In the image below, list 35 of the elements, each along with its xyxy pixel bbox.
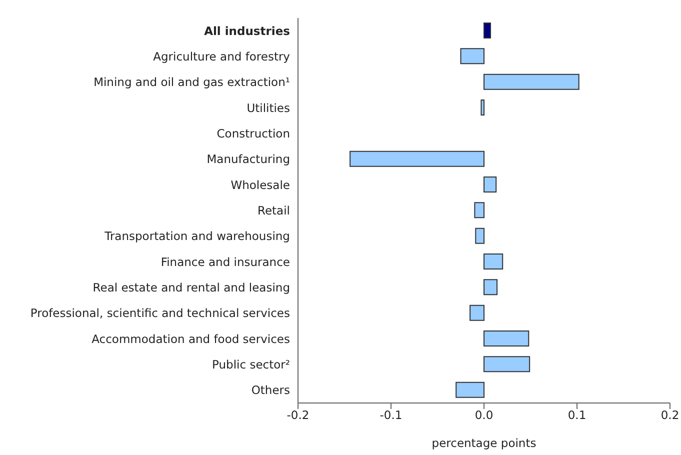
y-tick-label: Transportation and warehousing <box>104 229 290 244</box>
bar <box>480 100 484 116</box>
y-tick-label: Finance and insurance <box>160 254 290 269</box>
y-tick-label: Manufacturing <box>206 152 290 166</box>
y-tick-label: All industries <box>204 24 290 38</box>
y-tick-label: Real estate and rental and leasing <box>92 280 290 294</box>
y-tick-label: Professional, scientific and technical services <box>30 306 290 320</box>
x-tick-label: 0.2 <box>660 408 680 422</box>
bar <box>484 176 497 192</box>
y-tick-label: Construction <box>216 126 290 140</box>
y-tick-label: Wholesale <box>230 178 290 192</box>
bar <box>484 279 498 296</box>
y-tick-label: Mining and oil and gas extraction¹ <box>94 75 290 90</box>
bar <box>474 202 484 218</box>
bar <box>456 382 484 398</box>
y-tick-label: Others <box>251 383 290 398</box>
bar <box>484 254 504 270</box>
y-tick-label: Agriculture and forestry <box>153 50 290 64</box>
bar <box>484 330 530 346</box>
bar <box>484 74 580 90</box>
x-tick-label: 0.0 <box>474 408 494 422</box>
bar <box>484 356 530 372</box>
x-tick-label: 0.1 <box>568 408 586 422</box>
y-tick-label: Accommodation and food services <box>92 332 290 346</box>
bar <box>460 48 484 64</box>
bar <box>350 150 484 167</box>
bar <box>475 228 484 244</box>
bar <box>484 22 492 38</box>
x-axis-title: percentage points <box>432 436 536 450</box>
x-tick-label: -0.2 <box>286 408 310 422</box>
y-tick-label: Public sector² <box>212 358 290 372</box>
x-tick-label: -0.1 <box>380 408 402 422</box>
bar <box>470 304 484 321</box>
y-tick-label: Utilities <box>246 100 290 115</box>
y-tick-label: Retail <box>258 204 290 218</box>
